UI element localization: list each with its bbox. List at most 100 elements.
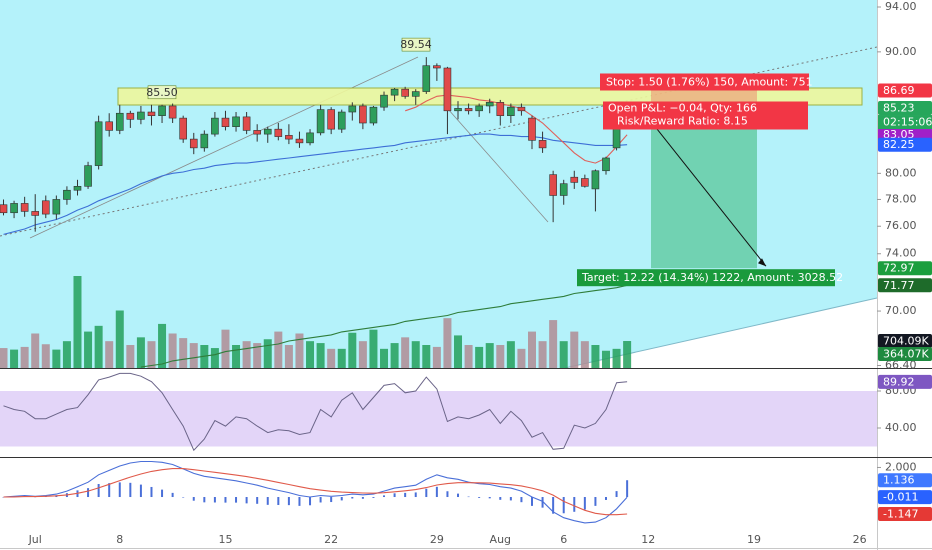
x-tick-label: 26 xyxy=(853,533,867,546)
price-badge xyxy=(878,473,932,488)
price-badge-label: 89.92 xyxy=(883,375,915,388)
macd-histogram-bar xyxy=(2,497,5,498)
trend-line xyxy=(439,99,549,223)
volume-bar xyxy=(306,341,315,368)
candle-body xyxy=(221,117,230,127)
price-badge xyxy=(878,278,932,293)
pnl-label-box xyxy=(603,101,808,130)
candle-body xyxy=(84,165,92,187)
macd-histogram-bar xyxy=(161,489,164,498)
macd-histogram-bar xyxy=(203,497,206,503)
macd-histogram-bar xyxy=(583,497,586,510)
price-badge xyxy=(878,261,932,276)
candle-body xyxy=(137,111,145,120)
volume-bar xyxy=(559,341,568,368)
macd-histogram-bar xyxy=(298,497,301,506)
price-badge xyxy=(878,506,932,521)
candle-body xyxy=(306,132,314,144)
volume-bar xyxy=(454,335,463,368)
price-badge xyxy=(878,137,932,152)
candle-body xyxy=(538,140,547,149)
candle-body xyxy=(485,102,494,107)
macd-histogram-bar xyxy=(287,497,290,506)
macd-histogram-bar xyxy=(372,497,375,498)
candle-body xyxy=(570,176,579,183)
candle-body xyxy=(211,117,219,135)
candle-body xyxy=(327,109,335,130)
candle-body xyxy=(20,203,29,212)
x-tick-label: 8 xyxy=(116,533,123,546)
volume-bar xyxy=(126,345,135,368)
candle-body xyxy=(295,138,304,144)
x-tick-label: Aug xyxy=(490,533,511,546)
candle-body xyxy=(337,111,346,130)
candle-body xyxy=(348,105,357,113)
macd-histogram-bar xyxy=(129,482,132,498)
volume-bar xyxy=(528,331,536,368)
candle-body xyxy=(63,189,71,200)
y-tick-label: 76.00 xyxy=(885,219,917,232)
volume-bar xyxy=(580,341,589,368)
volume-bar xyxy=(422,345,431,368)
candle-body xyxy=(52,199,61,215)
price-badge-label: 82.25 xyxy=(883,138,915,151)
high-callout-box xyxy=(401,37,431,52)
price-badge xyxy=(878,83,932,98)
macd-histogram-bar xyxy=(361,497,364,499)
candle-body xyxy=(443,67,452,112)
x-tick-label: 15 xyxy=(218,533,232,546)
trade-arrow xyxy=(654,126,767,267)
target-label-box xyxy=(577,269,835,287)
candle-body xyxy=(158,105,166,116)
macd-histogram-bar xyxy=(309,497,312,506)
candle-body xyxy=(94,121,103,166)
macd-histogram-bar xyxy=(351,497,354,499)
macd-histogram-bar xyxy=(626,480,629,498)
volume-bar xyxy=(20,346,29,368)
macd-histogram-bar xyxy=(531,497,533,506)
x-tick-label: Jul xyxy=(28,533,42,546)
volume-bar xyxy=(612,348,621,368)
volume-bar xyxy=(168,333,177,368)
volume-bar xyxy=(538,341,547,368)
volume-bar xyxy=(147,341,156,368)
candle-body xyxy=(253,130,261,135)
y-tick-label: 90.00 xyxy=(885,45,917,58)
y-tick-label: 2.000 xyxy=(885,460,917,473)
candle-body xyxy=(507,106,515,116)
price-badge-label: -0.011 xyxy=(883,491,918,504)
candle-body xyxy=(189,138,198,149)
macd-histogram-bar xyxy=(414,492,417,498)
candle-body xyxy=(591,170,600,190)
macd-histogram-bar xyxy=(224,497,227,503)
high-callout: 89.54 xyxy=(400,38,432,51)
volume-bar xyxy=(221,329,230,368)
x-tick-label: 19 xyxy=(747,533,761,546)
volume-bar xyxy=(401,337,410,368)
volume-bar xyxy=(189,343,198,368)
macd-histogram-bar xyxy=(520,497,523,503)
candle-body xyxy=(232,116,240,127)
candle-body xyxy=(179,117,187,140)
macd-histogram-bar xyxy=(171,492,174,498)
macd-histogram-bar xyxy=(150,486,153,498)
price-badge-label: 72.97 xyxy=(883,262,915,275)
macd-histogram-bar xyxy=(319,497,322,503)
y-tick-label: 70.00 xyxy=(885,304,917,317)
x-tick-label: 12 xyxy=(641,533,655,546)
candle-body xyxy=(359,105,367,124)
macd-histogram-bar xyxy=(478,497,481,498)
candle-body xyxy=(316,109,325,134)
volume-bar xyxy=(10,349,19,368)
volume-bar xyxy=(623,341,632,368)
candle-body xyxy=(380,94,388,108)
moving-average xyxy=(3,133,628,235)
volume-bar xyxy=(242,341,251,368)
volume-bar xyxy=(432,346,441,368)
macd-histogram-bar xyxy=(266,497,269,505)
volume-bar xyxy=(337,348,346,368)
volume-bar xyxy=(274,331,283,368)
